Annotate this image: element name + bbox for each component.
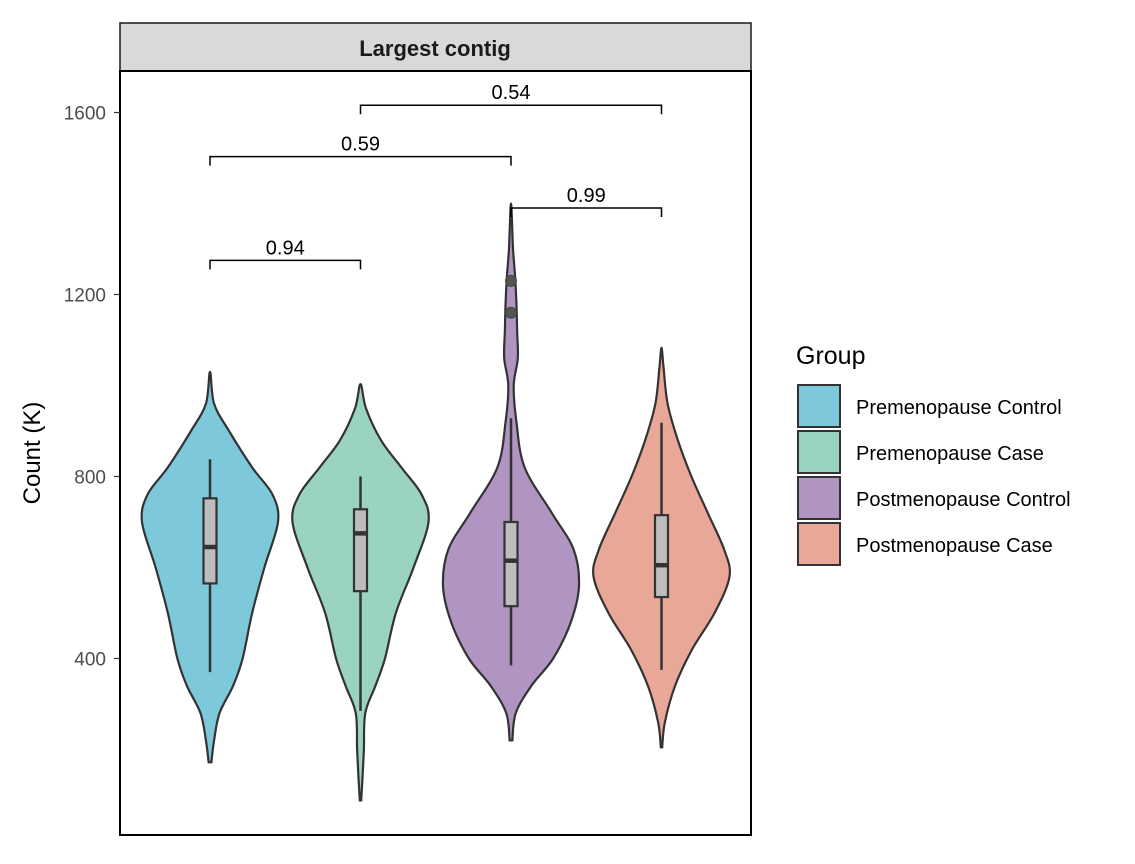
box-postmenopause-control [503, 520, 519, 608]
legend-key-postmenopause-control [797, 476, 841, 520]
box-premenopause-control [202, 497, 218, 585]
y-tick-label: 400 [74, 650, 106, 671]
legend-key-postmenopause-case [797, 522, 841, 566]
comparison-bracket [510, 207, 663, 218]
comparison-layer: 0.94 0.59 0.99 0.54 [209, 82, 663, 270]
p-value-label: 0.99 [567, 185, 606, 207]
y-tick-label: 800 [74, 468, 106, 489]
y-tick-label: 1200 [64, 286, 106, 307]
plot-panel: Largest contig [119, 22, 752, 836]
comparison-bracket [359, 104, 663, 115]
outlier-point [505, 274, 517, 287]
comparison-bracket [209, 259, 362, 270]
outlier-point [505, 306, 517, 319]
p-value-label: 0.59 [341, 134, 380, 156]
boxplot-layer [202, 418, 670, 711]
box-postmenopause-case [653, 514, 670, 599]
facet-strip [119, 22, 752, 72]
legend-title: Group [796, 342, 865, 370]
p-value-label: 0.94 [266, 237, 305, 259]
outlier-layer [505, 274, 517, 319]
facet-strip-label: Largest contig [359, 36, 511, 61]
y-axis-title: Count (K) [19, 402, 46, 505]
legend-label: Postmenopause Control [856, 489, 1071, 511]
box-premenopause-case [352, 508, 369, 593]
violin-layer [140, 202, 731, 802]
legend-label: Premenopause Case [856, 443, 1044, 465]
legend: Group Premenopause Control Premenopause C… [796, 342, 1071, 566]
legend-key-premenopause-case [797, 430, 841, 474]
legend-label: Postmenopause Case [856, 535, 1053, 557]
y-tick-label: 1600 [64, 104, 106, 125]
plot-area-border [119, 70, 752, 836]
y-axis: 400 800 1200 1600 [64, 104, 120, 671]
legend-label: Premenopause Control [856, 397, 1062, 419]
p-value-label: 0.54 [492, 82, 531, 104]
comparison-bracket [209, 155, 512, 166]
legend-key-premenopause-control [797, 384, 841, 428]
